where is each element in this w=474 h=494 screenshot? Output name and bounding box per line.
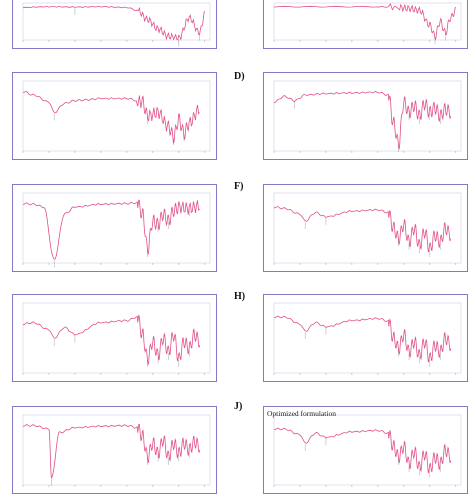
spectrum-line [23,423,200,479]
spectrum-line [274,427,451,474]
spectrum-plot-b [273,2,462,45]
plot-area [273,80,462,152]
plot-area [273,192,462,264]
ftir-panel-h [263,294,468,382]
plot-area [22,302,211,374]
spectrum-line [273,90,451,150]
spectrum-line [23,314,200,365]
spectrum-plot-g [22,302,211,375]
spectrum-plot-e [22,192,211,268]
plot-area [22,2,211,41]
spectrum-line [273,206,451,253]
spectrum-plot-a [22,2,211,47]
ftir-panel-i [12,406,217,494]
plot-area [22,80,211,152]
ftir-panel-d [263,72,468,160]
ftir-panel-j: Optimized formulation [263,406,468,494]
spectrum-plot-h [273,302,462,375]
spectrum-line [22,199,200,260]
spectrum-plot-j [273,414,462,487]
plot-area [273,2,462,41]
spectrum-line [22,91,200,144]
plot-area [273,302,462,374]
panel-label-j: J) [234,401,243,412]
ftir-panel-a [12,0,217,49]
spectrum-plot-i [22,414,211,487]
panel-label-d: D) [234,71,245,82]
ftir-panel-e [12,184,217,272]
spectrum-line [22,5,205,41]
ftir-panel-g [12,294,217,382]
panel-j-title: Optimized formulation [267,409,336,418]
spectrum-plot-d [273,80,462,153]
spectrum-line [274,315,451,363]
plot-area [273,414,462,486]
ftir-panel-b [263,0,468,49]
plot-area [22,192,211,264]
panel-label-f: F) [234,181,244,192]
panel-label-h: H) [234,291,246,302]
ftir-panel-f [263,184,468,272]
ftir-panel-c [12,72,217,160]
spectrum-line [273,3,456,41]
spectrum-plot-f [273,192,462,265]
spectrum-plot-c [22,80,211,153]
